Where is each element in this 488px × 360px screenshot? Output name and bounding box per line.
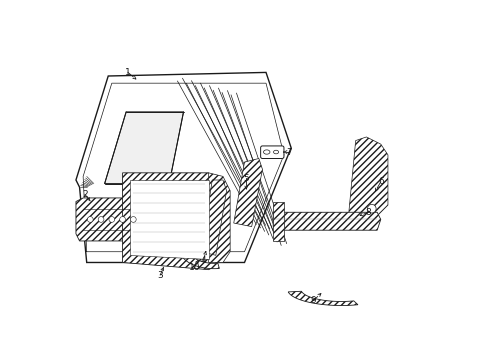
Polygon shape (273, 212, 380, 230)
Polygon shape (76, 72, 290, 262)
Text: 6: 6 (377, 177, 383, 186)
Polygon shape (129, 180, 208, 259)
Text: 8: 8 (365, 208, 370, 217)
Polygon shape (76, 198, 140, 241)
Text: 7: 7 (286, 148, 292, 157)
Polygon shape (122, 173, 215, 270)
Circle shape (120, 217, 125, 222)
Circle shape (367, 204, 375, 213)
Text: 4: 4 (200, 256, 205, 265)
Text: 3: 3 (157, 270, 163, 279)
Circle shape (109, 217, 115, 222)
Polygon shape (208, 173, 230, 262)
Polygon shape (104, 112, 183, 184)
Text: 2: 2 (82, 190, 87, 199)
Polygon shape (348, 137, 387, 216)
Polygon shape (233, 158, 262, 226)
Text: 5: 5 (243, 174, 249, 183)
Ellipse shape (263, 150, 269, 154)
Circle shape (87, 217, 93, 222)
Text: 1: 1 (125, 68, 131, 77)
Polygon shape (273, 202, 284, 241)
Text: 9: 9 (310, 296, 316, 305)
FancyBboxPatch shape (260, 146, 284, 158)
Polygon shape (180, 251, 219, 269)
Text: 10: 10 (188, 264, 200, 273)
Polygon shape (201, 180, 226, 255)
Ellipse shape (273, 150, 278, 154)
Circle shape (130, 217, 136, 222)
Polygon shape (287, 291, 357, 306)
Circle shape (98, 217, 104, 222)
